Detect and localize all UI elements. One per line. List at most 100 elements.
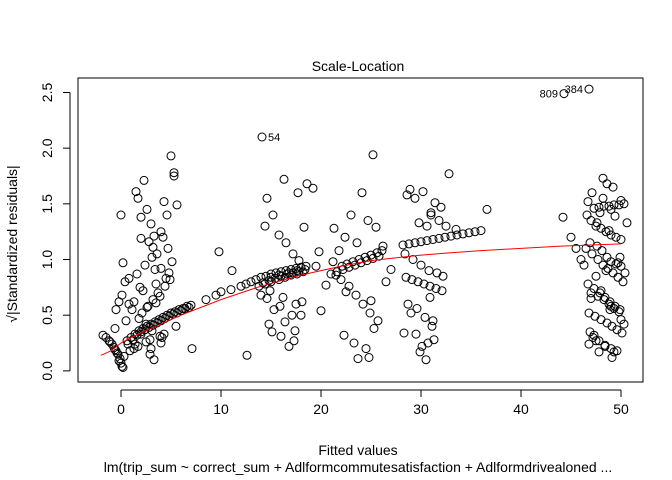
data-point [216, 287, 226, 297]
data-point [142, 302, 152, 312]
data-point [411, 329, 421, 339]
data-point [165, 275, 175, 285]
data-point [606, 204, 616, 214]
data-point [372, 248, 382, 258]
data-point [321, 280, 331, 290]
data-point [427, 321, 437, 331]
data-point [105, 337, 115, 347]
data-point [586, 288, 596, 298]
data-point [266, 272, 276, 282]
data-point [446, 231, 456, 241]
data-point [143, 301, 153, 311]
data-point [262, 193, 272, 203]
data-point [592, 241, 602, 251]
data-point [117, 290, 127, 300]
data-point [357, 188, 367, 198]
data-point [424, 266, 434, 276]
smoother-line [100, 243, 622, 356]
data-point [420, 312, 430, 322]
data-point [365, 308, 375, 318]
data-point [336, 275, 346, 285]
data-point [422, 236, 432, 246]
y-tick-label: 0.0 [39, 361, 55, 381]
data-point [123, 339, 133, 349]
data-point [276, 331, 286, 341]
data-point [414, 218, 424, 228]
data-point [328, 257, 338, 267]
data-point [596, 315, 606, 325]
data-point [586, 216, 596, 225]
data-point [134, 314, 144, 323]
data-point [341, 287, 351, 297]
data-point [162, 210, 172, 220]
data-point [611, 232, 621, 242]
data-point [280, 317, 290, 327]
model-formula-subtitle: lm(trip_sum ~ correct_sum + Adlformcommu… [104, 459, 612, 475]
data-point [405, 184, 415, 194]
data-point [470, 227, 480, 237]
data-point [361, 344, 371, 354]
data-point [598, 193, 608, 203]
data-point [352, 238, 362, 248]
data-point [410, 238, 420, 248]
data-point [616, 261, 626, 271]
data-point [280, 272, 290, 282]
data-point [290, 326, 300, 336]
y-axis: 0.0 0.5 1.0 1.5 2.0 2.5 [39, 83, 71, 381]
data-point [613, 272, 623, 282]
data-point [458, 229, 468, 239]
data-point [441, 221, 451, 231]
data-point [619, 319, 629, 329]
data-point [606, 257, 616, 267]
data-point [329, 223, 339, 233]
data-point [354, 255, 364, 264]
data-point [593, 255, 603, 264]
data-point [169, 171, 179, 181]
data-point [291, 299, 301, 309]
data-point [366, 250, 376, 260]
data-point [615, 252, 625, 262]
data-point [124, 273, 134, 283]
data-point [369, 324, 379, 333]
data-point [386, 265, 396, 274]
data-point [371, 222, 381, 232]
data-point [314, 247, 324, 257]
labeled-point [559, 89, 569, 99]
data-point [440, 232, 450, 242]
data-point [598, 260, 608, 270]
data-point [378, 241, 388, 251]
data-point [130, 339, 140, 349]
data-point [241, 279, 251, 289]
data-point [464, 228, 474, 238]
data-point [432, 268, 442, 278]
data-point [127, 305, 137, 315]
data-point [158, 232, 168, 242]
data-point [164, 268, 174, 278]
point-label-384: 384 [565, 84, 583, 96]
data-point [294, 256, 304, 266]
data-point [612, 325, 622, 335]
data-point [275, 301, 285, 311]
data-point [136, 233, 146, 243]
data-point [416, 260, 426, 270]
y-tick-label: 2.5 [39, 83, 55, 103]
data-point [116, 210, 126, 220]
data-point [169, 168, 179, 178]
data-point [296, 310, 306, 320]
data-point [118, 363, 128, 372]
data-point [344, 281, 354, 291]
data-point [406, 308, 416, 318]
data-point [616, 235, 626, 244]
data-point [592, 218, 602, 228]
data-point [590, 311, 600, 321]
data-point [613, 258, 623, 268]
data-point [146, 219, 156, 229]
data-point [609, 200, 619, 210]
data-point [159, 197, 169, 207]
data-point [602, 318, 612, 328]
data-point [381, 277, 391, 287]
data-point [152, 249, 162, 259]
data-point [156, 263, 166, 273]
data-point [425, 292, 435, 302]
data-point [476, 226, 486, 236]
